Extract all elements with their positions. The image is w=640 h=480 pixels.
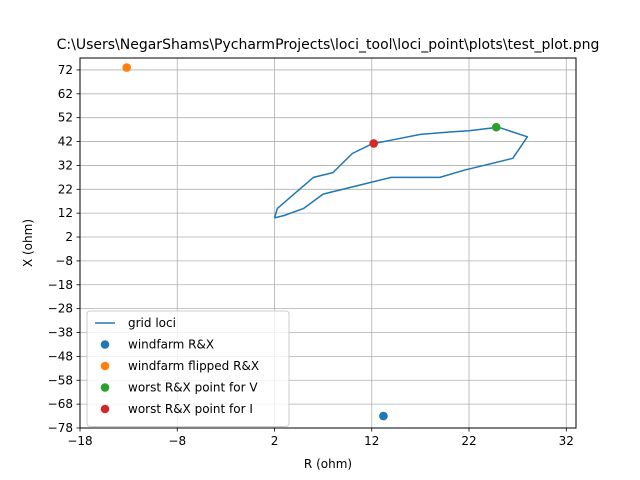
legend-entry-label: worst R&X point for V — [128, 381, 258, 395]
y-tick-label: −68 — [48, 397, 73, 411]
y-tick-label: −48 — [48, 349, 73, 363]
y-tick-label: 32 — [58, 158, 73, 172]
scatter-point — [122, 63, 131, 72]
x-tick-label: −8 — [168, 434, 186, 448]
plot-frame — [79, 57, 577, 429]
scatter-point — [379, 411, 388, 421]
x-tick-label: 12 — [364, 434, 379, 448]
y-tick-label: −78 — [48, 421, 73, 435]
y-tick-label: 22 — [58, 182, 73, 196]
y-tick-label: −58 — [48, 373, 73, 387]
legend-entry-label: worst R&X point for I — [128, 402, 253, 416]
legend-box — [86, 310, 290, 427]
y-tick-label: 12 — [58, 206, 73, 220]
legend-entry-label: grid loci — [128, 316, 176, 330]
legend-entry-label: windfarm flipped R&X — [128, 359, 259, 373]
y-tick-label: −38 — [48, 326, 73, 340]
x-tick-label: 2 — [271, 434, 279, 448]
x-tick-label: 22 — [461, 434, 476, 448]
y-axis-label: X (ohm) — [21, 219, 35, 267]
grid-loci-line — [273, 126, 529, 219]
chart-title: C:\Users\NegarShams\PycharmProjects\loci… — [57, 37, 600, 53]
legend-entry-label: windfarm R&X — [128, 338, 214, 352]
legend-marker-swatch — [100, 383, 110, 392]
scatter-point — [369, 139, 379, 148]
y-tick-label: −8 — [55, 254, 73, 268]
x-tick-label: 32 — [559, 434, 574, 448]
x-tick-label: −18 — [67, 434, 92, 448]
legend-marker-swatch — [100, 404, 110, 414]
legend-marker-swatch — [100, 340, 110, 349]
y-tick-label: 2 — [65, 230, 73, 244]
scatter-point — [491, 122, 501, 132]
y-tick-label: 62 — [58, 87, 73, 101]
x-axis-label: R (ohm) — [304, 457, 352, 471]
legend-marker-swatch — [100, 361, 110, 371]
ticks: −18 −8 2 12 22 32 72 62 52 42 32 22 12 2 −8 −18 −28 −38 −4… — [48, 63, 574, 448]
y-tick-label: 52 — [58, 111, 73, 125]
y-tick-label: −28 — [48, 302, 73, 316]
data-layer — [122, 63, 529, 421]
y-tick-label: −18 — [48, 278, 73, 292]
y-tick-label: 42 — [58, 135, 73, 149]
legend: grid loci windfarm R&X windfarm flipped R&… — [86, 310, 290, 427]
y-tick-label: 72 — [58, 63, 73, 77]
